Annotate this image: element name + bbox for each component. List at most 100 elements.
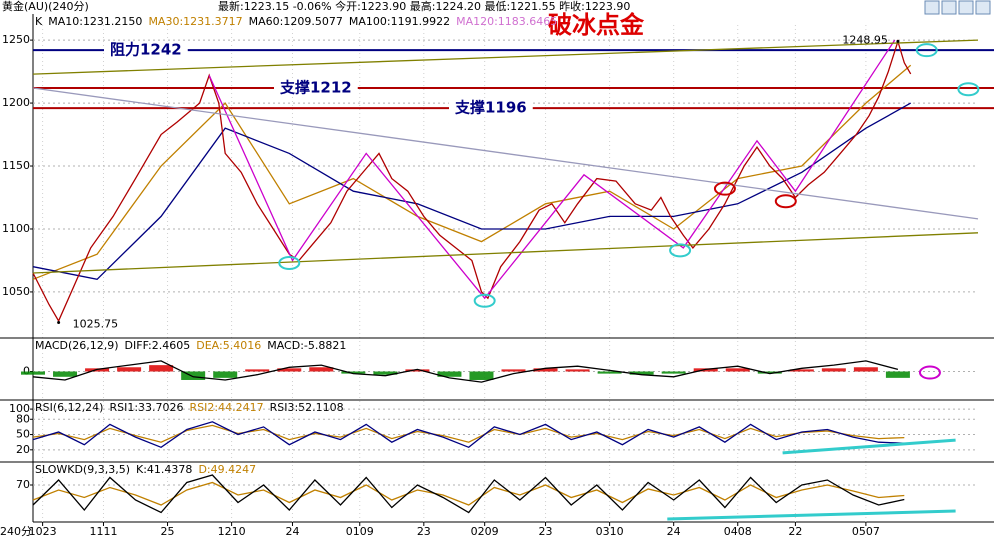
- highlight-circle: [915, 43, 938, 58]
- quote-line: 最新:1223.15 -0.06% 今开:1223.90 最高:1224.20 …: [218, 0, 630, 13]
- legend-entry: RSI(6,12,24): [35, 401, 103, 414]
- macd-bar: [21, 371, 45, 375]
- highlight-circle: [473, 293, 496, 308]
- macd-bar: [117, 367, 142, 372]
- series-line: [782, 438, 956, 455]
- legend-entry: MA60:1209.5077: [249, 15, 343, 28]
- macd-bar: [309, 367, 334, 372]
- level-label: 支撑1212: [279, 78, 352, 96]
- highlight-circle: [918, 365, 941, 380]
- macd-bar: [629, 371, 654, 375]
- watermark: 破冰点金: [548, 11, 645, 39]
- legend-entry: SLOWKD(9,3,3,5): [35, 463, 130, 476]
- x-tick-label: 0310: [596, 525, 624, 538]
- legend-entry: MA120:1183.6465: [456, 15, 557, 28]
- level-label: 阻力1242: [110, 41, 182, 59]
- point-marker: [57, 320, 61, 324]
- series-line: [32, 102, 912, 281]
- macd-bar: [725, 368, 750, 372]
- macd-bar: [341, 371, 366, 374]
- legend-entry: MACD:-5.8821: [267, 339, 346, 352]
- series-line: [32, 87, 979, 220]
- y-tick-label: 100: [9, 402, 30, 415]
- legend-entry: RSI2:44.2417: [190, 401, 264, 414]
- series-line: [667, 509, 956, 521]
- y-tick-label: 1100: [2, 222, 30, 235]
- macd-bar: [437, 371, 462, 377]
- macd-bar: [277, 368, 302, 372]
- x-tick-label: 25: [161, 525, 175, 538]
- legend-entry: MA10:1231.2150: [48, 15, 142, 28]
- y-tick-label: 1200: [2, 96, 30, 109]
- y-tick-label: 20: [16, 443, 30, 456]
- macd-bar: [789, 369, 814, 372]
- series-line: [32, 421, 905, 449]
- legend-entry: RSI3:52.1108: [270, 401, 344, 414]
- series-line: [32, 360, 899, 383]
- level-label-bg: [104, 41, 188, 60]
- macd-bar: [757, 371, 782, 374]
- y-tick-label: 0: [23, 365, 30, 378]
- point-label: 1248.95: [842, 33, 888, 46]
- level-label-bg: [274, 78, 358, 97]
- y-tick-label: 1150: [2, 159, 30, 172]
- x-tick-label: 24: [285, 525, 299, 538]
- macd-bar: [469, 371, 494, 380]
- x-tick-label: 0408: [724, 525, 752, 538]
- x-tick-label: 1023: [29, 525, 57, 538]
- button-back[interactable]: [924, 0, 940, 15]
- series-line: [32, 481, 905, 506]
- macd-bar: [53, 371, 78, 377]
- legend-entry: MA30:1231.3717: [148, 15, 242, 28]
- y-tick-label: 1250: [2, 33, 30, 46]
- x-tick-label: 1111: [89, 525, 117, 538]
- highlight-circle: [669, 243, 692, 258]
- macd-bar: [661, 371, 686, 374]
- x-tick-label: 24: [667, 525, 681, 538]
- macd-bar: [213, 371, 238, 378]
- highlight-circle: [957, 82, 980, 97]
- x-tick-label: 0507: [852, 525, 880, 538]
- macd-bar: [181, 371, 206, 380]
- legend-entry: MA100:1191.9922: [349, 15, 450, 28]
- macd-bar: [853, 367, 878, 372]
- period-label: 240分: [0, 525, 32, 538]
- instrument-title: 黄金(AU)(240分): [2, 0, 89, 13]
- legend-entry: DEA:5.4016: [196, 339, 261, 352]
- legend-entry: D:49.4247: [198, 463, 256, 476]
- button-forward[interactable]: [941, 0, 957, 15]
- series-line: [32, 424, 905, 443]
- x-tick-label: 23: [539, 525, 553, 538]
- macd-bar: [821, 368, 846, 372]
- y-tick-label: 50: [16, 428, 30, 441]
- legend-entry: DIFF:2.4605: [125, 339, 191, 352]
- point-label: 1025.75: [73, 317, 119, 330]
- series-line: [32, 39, 979, 75]
- button-close[interactable]: [975, 0, 991, 15]
- x-tick-label: 23: [417, 525, 431, 538]
- window-buttons[interactable]: [924, 0, 991, 15]
- legend-entry: MACD(26,12,9): [35, 339, 119, 352]
- point-marker: [896, 39, 900, 43]
- legend-entry: RSI1:33.7026: [109, 401, 183, 414]
- x-tick-label: 0209: [471, 525, 499, 538]
- macd-bar: [501, 369, 526, 372]
- highlight-circle: [278, 255, 301, 270]
- y-tick-label: 80: [16, 412, 30, 425]
- x-tick-label: 22: [788, 525, 802, 538]
- button-restore[interactable]: [958, 0, 974, 15]
- highlight-circle: [774, 194, 797, 209]
- level-label-bg: [449, 99, 533, 118]
- series-line: [208, 39, 896, 300]
- legend-entry: K:41.4378: [136, 463, 192, 476]
- series-line: [32, 474, 905, 514]
- level-label: 支撑1196: [454, 99, 527, 117]
- macd-bar: [149, 365, 174, 372]
- macd-bar: [885, 371, 910, 378]
- y-tick-label: 70: [16, 478, 30, 491]
- macd-bar: [405, 369, 430, 372]
- legend-entry: K: [35, 15, 43, 28]
